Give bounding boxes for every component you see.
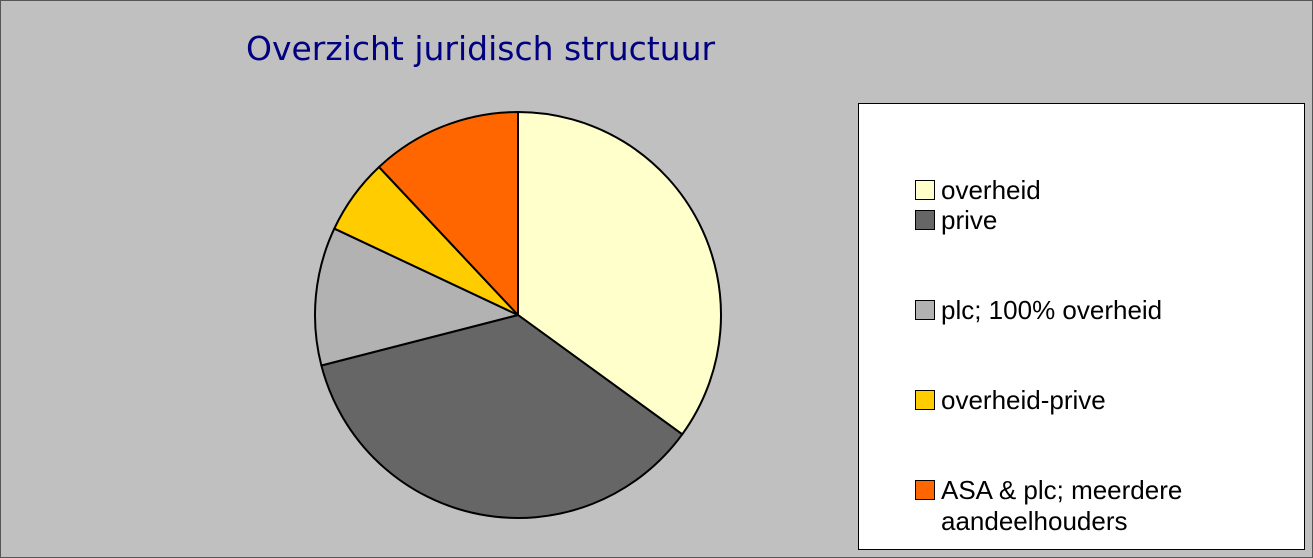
legend-swatch xyxy=(915,300,935,320)
pie-slice xyxy=(517,111,722,436)
legend-entry: overheid xyxy=(915,175,1275,206)
legend-entry: ASA & plc; meerdere aandeelhouders xyxy=(915,475,1275,537)
legend-label: overheid-prive xyxy=(941,385,1106,415)
legend-entry: overheid-prive xyxy=(915,385,1275,416)
legend-swatch xyxy=(915,390,935,410)
chart-title: Overzicht juridisch structuur xyxy=(246,29,716,68)
legend: overheid prive plc; 100% overheid overheid-… xyxy=(858,103,1305,550)
legend-swatch xyxy=(915,480,935,500)
legend-label: overheid xyxy=(941,175,1041,205)
legend-swatch xyxy=(915,180,935,200)
pie-slice xyxy=(320,314,684,519)
pie-slice xyxy=(378,111,519,316)
pie-slice xyxy=(314,227,519,367)
legend-entry: prive xyxy=(915,205,1275,236)
legend-label: plc; 100% overheid xyxy=(941,295,1163,325)
legend-label: ASA & plc; meerdere aandeelhouders xyxy=(941,475,1183,536)
legend-swatch xyxy=(915,210,935,230)
legend-label: prive xyxy=(941,205,998,235)
legend-entry: plc; 100% overheid xyxy=(915,295,1275,326)
pie-plot xyxy=(314,111,722,519)
